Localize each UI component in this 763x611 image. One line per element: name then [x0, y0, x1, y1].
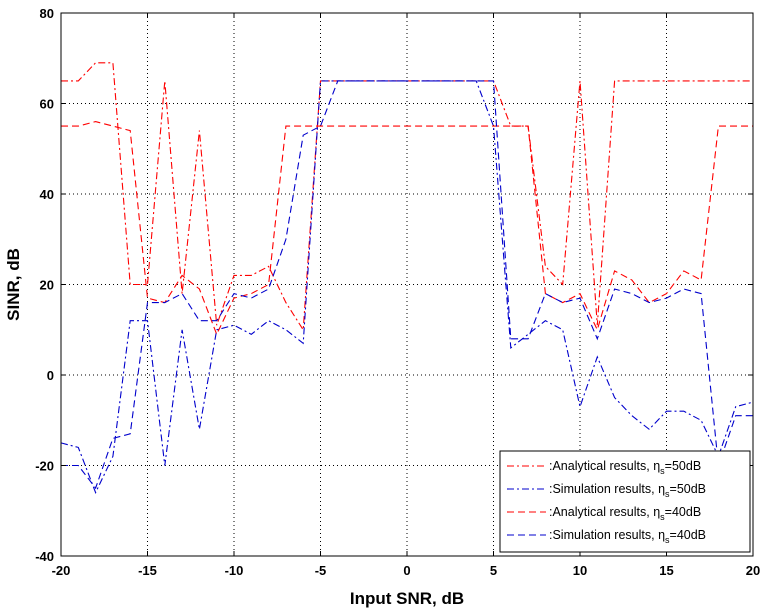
legend-label-4: :Simulation results, ηs=40dB	[549, 528, 706, 545]
series-line-1	[61, 62, 753, 332]
y-tick-label: -20	[35, 459, 54, 474]
ticks	[60, 12, 754, 557]
x-tick-label: 10	[573, 563, 587, 578]
x-tick-label: 5	[490, 563, 497, 578]
y-tick-label: 80	[40, 6, 54, 21]
x-tick-label: -5	[315, 563, 327, 578]
series-group	[60, 62, 754, 494]
y-tick-label: 0	[47, 368, 54, 383]
y-tick-label: 60	[40, 97, 54, 112]
x-tick-label: 20	[746, 563, 760, 578]
x-tick-label: 15	[659, 563, 673, 578]
x-tick-label: -15	[138, 563, 157, 578]
y-tick-label: 40	[40, 187, 54, 202]
y-tick-label: -40	[35, 549, 54, 564]
y-axis-label: SINR, dB	[4, 248, 23, 321]
legend-label-3: :Analytical results, ηs=40dB	[549, 505, 701, 522]
x-tick-label: -10	[225, 563, 244, 578]
x-tick-label: -20	[52, 563, 71, 578]
series-line-3	[61, 121, 753, 336]
legend-label-1: :Analytical results, ηs=50dB	[549, 459, 701, 476]
x-axis-label: Input SNR, dB	[350, 589, 464, 608]
y-tick-label: 20	[40, 278, 54, 293]
legend-label-2: :Simulation results, ηs=50dB	[549, 482, 706, 499]
x-tick-label: 0	[403, 563, 410, 578]
series-line-4	[61, 80, 753, 490]
legend: :Analytical results, ηs=50dB :Simulation …	[499, 450, 751, 553]
